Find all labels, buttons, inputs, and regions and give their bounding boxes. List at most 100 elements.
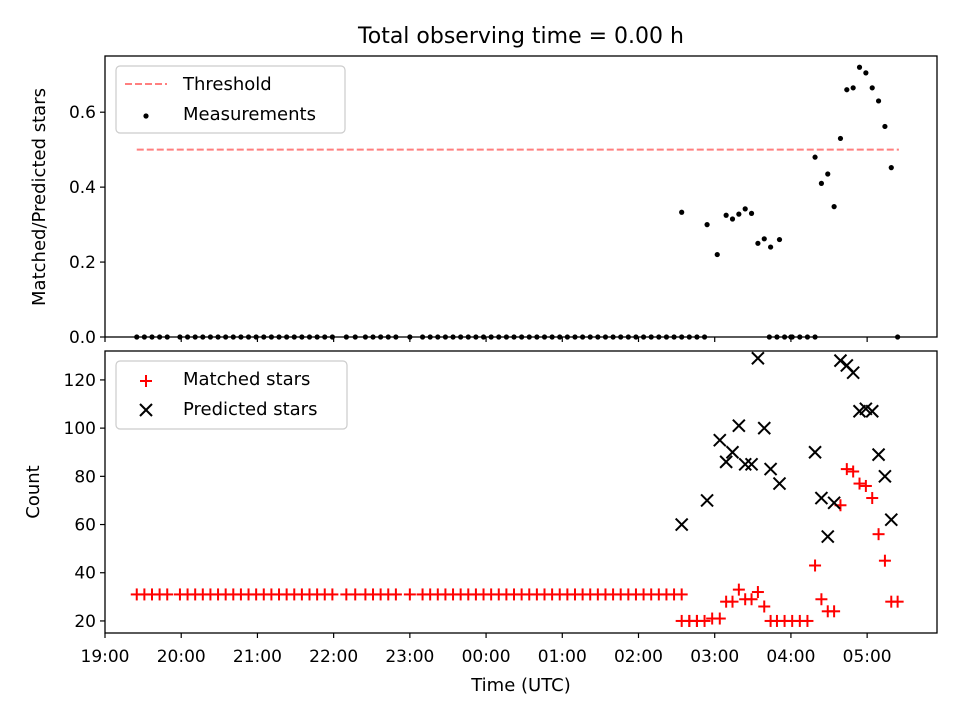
matched-star-point	[878, 554, 891, 567]
ratio-y-tick-label: 0.4	[69, 178, 96, 198]
x-tick-label: 02:00	[614, 647, 663, 667]
count-y-tick-label: 60	[74, 516, 96, 536]
measurement-point	[831, 204, 837, 210]
predicted-star-point	[808, 445, 822, 459]
x-tick-label: 05:00	[843, 647, 892, 667]
count-panel: 20 40 60 80 100 120 19:00 20:00 21:00 22:00 23:00 0…	[23, 350, 938, 696]
ratio-panel: 0.0 0.2 0.4 0.6 Matched/Predicted stars Thr…	[29, 55, 938, 348]
x-tick-label: 04:00	[766, 647, 815, 667]
predicted-star-point	[878, 469, 892, 484]
matched-star-point	[732, 583, 745, 596]
ratio-y-tick-label: 0.0	[69, 328, 96, 348]
legend-predicted-label: Predicted stars	[183, 399, 317, 420]
measurement-point	[729, 216, 736, 222]
measurement-point	[875, 98, 882, 104]
predicted-star-point	[700, 493, 714, 508]
legend-measurements-swatch	[143, 113, 149, 119]
measurement-point	[882, 123, 888, 130]
measurement-point	[837, 135, 844, 142]
measurement-point	[812, 154, 818, 160]
x-tick-label: 19:00	[81, 647, 130, 667]
count-y-tick-label: 100	[64, 419, 96, 439]
predicted-star-point	[833, 353, 848, 368]
matched-star-point	[751, 586, 764, 599]
predicted-star-point	[738, 457, 752, 471]
matched-star-point	[326, 588, 339, 601]
predicted-star-point	[713, 433, 727, 447]
matched-star-point	[675, 588, 688, 601]
measurement-point	[888, 165, 894, 171]
matched-star-point	[840, 463, 853, 476]
predicted-star-point	[814, 491, 829, 505]
predicted-star-point	[674, 517, 689, 532]
measurement-point	[818, 180, 825, 186]
count-axes: 20 40 60 80 100 120 19:00 20:00 21:00 22:00 23:00 0…	[64, 371, 892, 667]
predicted-star-point	[772, 476, 787, 491]
matched-star-point	[745, 593, 758, 606]
measurement-point	[850, 85, 856, 91]
matched-star-point	[859, 479, 872, 492]
matched-star-point	[891, 595, 904, 608]
matched-star-point	[758, 600, 771, 613]
x-tick-label: 22:00	[309, 647, 358, 667]
predicted-star-point	[763, 462, 778, 476]
predicted-star-point	[865, 404, 879, 418]
predicted-star-point	[732, 419, 746, 433]
matched-star-point	[847, 465, 860, 478]
measurement-point	[844, 87, 850, 93]
measurement-point	[742, 206, 748, 212]
matched-star-point	[872, 528, 885, 541]
matched-star-point	[389, 588, 402, 601]
ratio-legend: Threshold Measurements	[115, 65, 346, 134]
predicted-star-point	[821, 529, 835, 544]
matched-star-point	[866, 492, 879, 505]
matched-star-point	[161, 588, 174, 601]
legend-matched-label: Matched stars	[183, 369, 310, 390]
count-y-tick-label: 40	[74, 564, 96, 584]
count-legend-box	[115, 360, 348, 430]
x-tick-label: 01:00	[538, 647, 587, 667]
count-plot-area	[130, 351, 904, 627]
measurement-point	[856, 64, 863, 70]
x-tick-label: 03:00	[690, 647, 739, 667]
matched-star-point	[726, 595, 739, 608]
chart-title: Total observing time = 0.00 h	[357, 24, 684, 49]
count-y-axis-label: Count	[23, 465, 44, 518]
x-tick-label: 20:00	[157, 647, 206, 667]
predicted-star-point	[725, 445, 740, 459]
ratio-y-axis-label: Matched/Predicted stars	[29, 88, 50, 306]
x-tick-label: 21:00	[233, 647, 282, 667]
measurement-point	[736, 211, 742, 217]
legend-matched-swatch	[140, 375, 152, 387]
count-legend: Matched stars Predicted stars	[115, 360, 348, 430]
x-tick-label: 23:00	[385, 647, 434, 667]
matched-star-point	[690, 614, 703, 627]
ratio-y-tick-label: 0.2	[69, 253, 96, 273]
matched-star-point	[403, 588, 416, 601]
matched-star-point	[853, 477, 866, 490]
matched-star-point	[713, 612, 726, 625]
predicted-star-point	[827, 496, 841, 510]
measurement-point	[869, 85, 875, 91]
matched-star-point	[349, 588, 362, 601]
count-axes-frame	[104, 350, 938, 634]
measurement-point	[748, 210, 755, 216]
measurement-point	[863, 70, 869, 76]
legend-threshold-label: Threshold	[182, 74, 272, 95]
matched-star-point	[801, 614, 814, 627]
measurement-point	[704, 222, 710, 228]
count-y-tick-label: 80	[74, 467, 96, 487]
ratio-y-tick-label: 0.6	[69, 103, 96, 123]
predicted-star-point	[871, 447, 886, 462]
measurement-point	[723, 212, 729, 218]
legend-measurements-label: Measurements	[183, 104, 316, 125]
matched-star-point	[815, 593, 828, 606]
measurement-point	[714, 251, 720, 258]
predicted-star-point	[719, 455, 733, 469]
x-axis-label: Time (UTC)	[470, 675, 571, 696]
x-tick-label: 00:00	[462, 647, 511, 667]
predicted-star-point	[751, 351, 765, 365]
predicted-star-point	[744, 457, 759, 471]
matched-star-point	[828, 605, 841, 618]
